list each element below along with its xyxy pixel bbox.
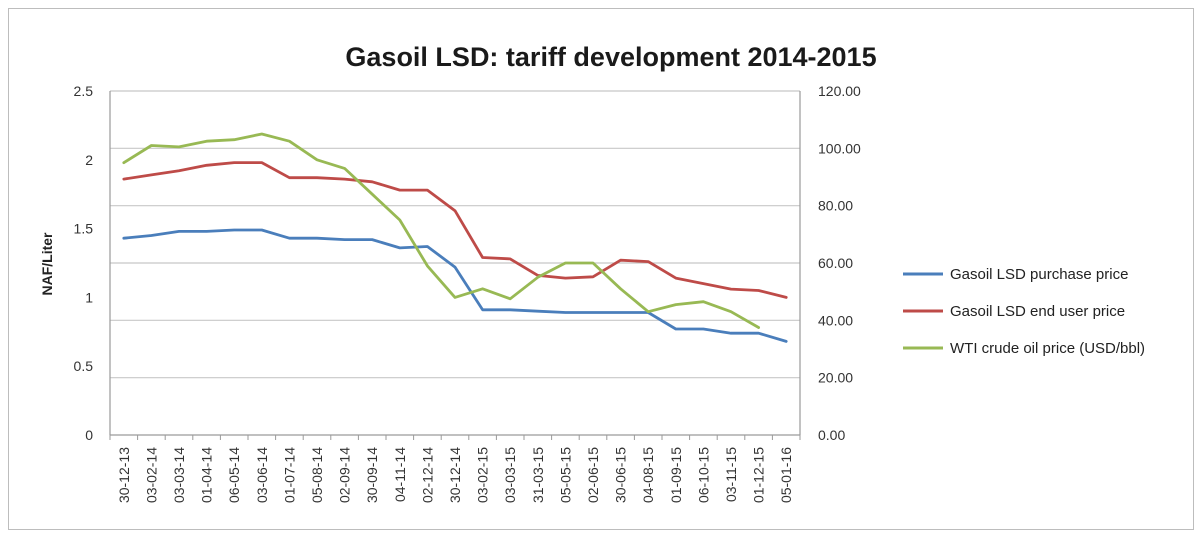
legend-label: WTI crude oil price (USD/bbl) [950, 340, 1145, 357]
y-axis-label: NAF/Liter [39, 232, 55, 296]
x-tick-label: 06-10-15 [695, 447, 711, 503]
x-tick-label: 31-03-15 [530, 447, 546, 503]
grid-lines [110, 90, 800, 379]
y-right-tick-label: 120.00 [818, 83, 861, 99]
x-tick-label: 05-01-16 [778, 447, 794, 503]
legend-label: Gasoil LSD end user price [950, 303, 1125, 320]
y-tick-label: 0 [85, 427, 93, 443]
x-tick-label: 03-03-14 [171, 447, 187, 503]
x-tick-label: 06-05-14 [226, 447, 242, 503]
x-tick-label: 03-11-15 [723, 447, 739, 502]
y-right-tick-label: 80.00 [818, 198, 853, 214]
tick-labels: 0 0.5 1 1.5 2 2.5 0.00 20.00 40.00 60.00 80.00 100.… [74, 83, 862, 503]
y-tick-label: 2 [85, 152, 93, 168]
y-tick-label: 0.5 [74, 358, 94, 374]
x-tick-label: 04-11-14 [392, 447, 408, 502]
x-tick-label: 05-05-15 [557, 447, 573, 503]
y-tick-label: 1.5 [74, 221, 94, 237]
x-tick-label: 05-08-14 [309, 447, 325, 503]
axes [109, 91, 801, 440]
x-tick-label: 03-06-14 [254, 447, 270, 503]
x-tick-label: 03-02-14 [143, 447, 159, 503]
chart-title: Gasoil LSD: tariff development 2014-2015 [345, 42, 876, 72]
series-line [122, 132, 760, 329]
x-tick-label: 01-04-14 [199, 447, 215, 503]
legend-label: Gasoil LSD purchase price [950, 266, 1128, 283]
series-line [122, 161, 788, 299]
x-tick-label: 04-08-15 [640, 447, 656, 503]
y-right-tick-label: 0.00 [818, 427, 845, 443]
y-right-tick-label: 20.00 [818, 370, 853, 386]
series-lines [122, 132, 788, 343]
x-tick-label: 01-12-15 [751, 447, 767, 503]
legend: Gasoil LSD purchase price Gasoil LSD end … [903, 266, 1145, 357]
x-tick-label: 01-07-14 [281, 447, 297, 503]
x-tick-label: 30-09-14 [364, 447, 380, 503]
x-tick-label: 30-12-14 [447, 447, 463, 503]
x-tick-label: 02-06-15 [585, 447, 601, 503]
x-tick-label: 03-02-15 [475, 447, 491, 503]
x-tick-label: 02-09-14 [337, 447, 353, 503]
x-tick-label: 01-09-15 [668, 447, 684, 503]
y-right-tick-label: 60.00 [818, 255, 853, 271]
y-tick-label: 1 [85, 289, 93, 305]
x-tick-label: 30-06-15 [613, 447, 629, 503]
series-line [122, 228, 788, 343]
y-right-tick-label: 40.00 [818, 312, 853, 328]
x-tick-label: 02-12-14 [419, 447, 435, 503]
x-tick-label: 30-12-13 [116, 447, 132, 503]
x-tick-label: 03-03-15 [502, 447, 518, 503]
y-right-tick-label: 100.00 [818, 140, 861, 156]
y-tick-label: 2.5 [74, 83, 94, 99]
